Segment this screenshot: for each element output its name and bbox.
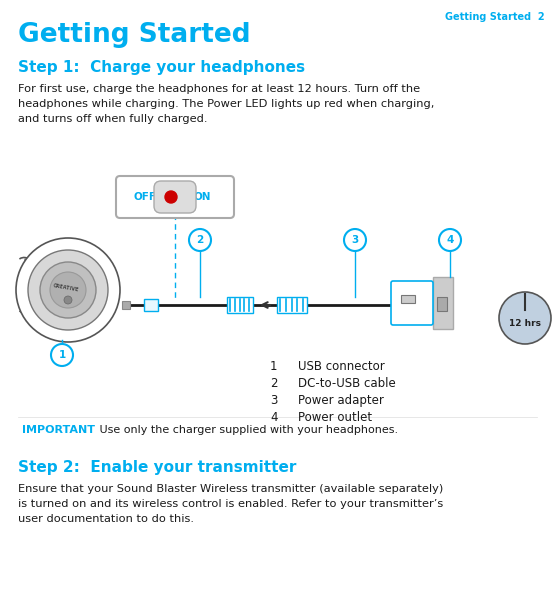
FancyBboxPatch shape bbox=[401, 295, 415, 303]
Circle shape bbox=[499, 292, 551, 344]
Text: USB connector: USB connector bbox=[298, 360, 385, 373]
Text: ON: ON bbox=[193, 192, 210, 202]
Text: DC-to-USB cable: DC-to-USB cable bbox=[298, 377, 396, 390]
FancyBboxPatch shape bbox=[154, 181, 196, 213]
Text: 2: 2 bbox=[270, 377, 278, 390]
Text: Getting Started: Getting Started bbox=[18, 22, 251, 48]
Circle shape bbox=[28, 250, 108, 330]
Text: Ensure that your Sound Blaster Wireless transmitter (available separately)
is tu: Ensure that your Sound Blaster Wireless … bbox=[18, 484, 443, 523]
Text: 1: 1 bbox=[270, 360, 278, 373]
Text: OFF: OFF bbox=[134, 192, 157, 202]
Circle shape bbox=[64, 296, 72, 304]
Text: Getting Started  2: Getting Started 2 bbox=[445, 12, 545, 22]
Text: 2: 2 bbox=[196, 235, 204, 245]
Text: Power adapter: Power adapter bbox=[298, 394, 384, 407]
Text: Step 2:  Enable your transmitter: Step 2: Enable your transmitter bbox=[18, 460, 296, 475]
FancyBboxPatch shape bbox=[391, 281, 433, 325]
Circle shape bbox=[51, 344, 73, 366]
Circle shape bbox=[189, 229, 211, 251]
Text: 1: 1 bbox=[58, 350, 65, 360]
Circle shape bbox=[344, 229, 366, 251]
Text: 3: 3 bbox=[351, 235, 359, 245]
Text: IMPORTANT: IMPORTANT bbox=[22, 425, 95, 435]
Text: 12 hrs: 12 hrs bbox=[509, 319, 541, 328]
Text: Use only the charger supplied with your headphones.: Use only the charger supplied with your … bbox=[96, 425, 398, 435]
FancyBboxPatch shape bbox=[122, 301, 130, 309]
FancyBboxPatch shape bbox=[227, 297, 253, 313]
Circle shape bbox=[439, 229, 461, 251]
FancyBboxPatch shape bbox=[277, 297, 307, 313]
Circle shape bbox=[16, 238, 120, 342]
Text: CREATIVE: CREATIVE bbox=[53, 284, 79, 293]
Circle shape bbox=[40, 262, 96, 318]
Text: 3: 3 bbox=[270, 394, 278, 407]
Text: 4: 4 bbox=[446, 235, 453, 245]
FancyBboxPatch shape bbox=[433, 277, 453, 329]
Circle shape bbox=[50, 272, 86, 308]
FancyBboxPatch shape bbox=[144, 299, 158, 311]
FancyBboxPatch shape bbox=[437, 297, 447, 311]
Text: For first use, charge the headphones for at least 12 hours. Turn off the
headpho: For first use, charge the headphones for… bbox=[18, 84, 435, 124]
Circle shape bbox=[165, 191, 177, 203]
Text: Power outlet: Power outlet bbox=[298, 411, 372, 424]
Text: 4: 4 bbox=[270, 411, 278, 424]
FancyBboxPatch shape bbox=[116, 176, 234, 218]
Text: Step 1:  Charge your headphones: Step 1: Charge your headphones bbox=[18, 60, 305, 75]
